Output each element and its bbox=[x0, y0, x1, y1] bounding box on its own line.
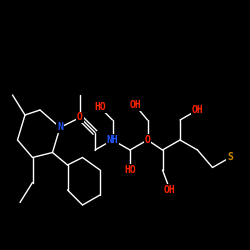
Text: S: S bbox=[227, 152, 233, 162]
Text: OH: OH bbox=[164, 185, 176, 195]
Text: HO: HO bbox=[124, 165, 136, 175]
Text: HO: HO bbox=[94, 102, 106, 113]
Text: NH: NH bbox=[106, 135, 118, 145]
Text: N: N bbox=[57, 122, 63, 132]
Text: OH: OH bbox=[192, 105, 203, 115]
Text: OH: OH bbox=[129, 100, 141, 110]
Text: O: O bbox=[144, 135, 150, 145]
Text: O: O bbox=[77, 112, 83, 122]
